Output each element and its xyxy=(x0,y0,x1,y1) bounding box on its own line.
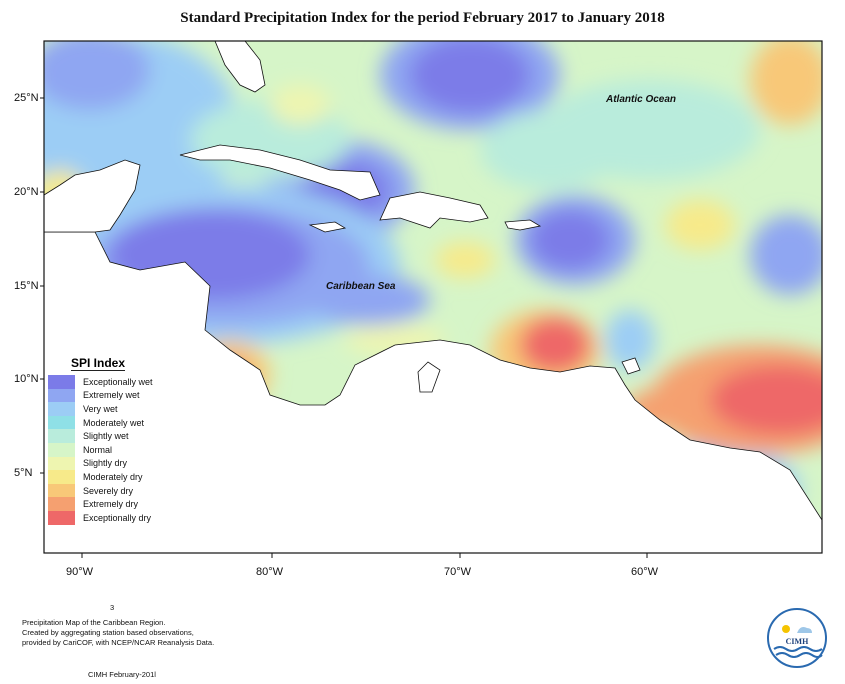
axis-ticks xyxy=(40,97,648,558)
page-number: 3 xyxy=(110,603,115,612)
legend-item: Normal xyxy=(48,442,168,457)
spi-legend: SPI Index Exceptionally wet Extremely wet… xyxy=(48,354,168,525)
legend-swatch xyxy=(48,388,75,403)
legend-item: Slightly dry xyxy=(48,456,168,471)
legend-item: Extremely dry xyxy=(48,497,168,511)
credit-text: CIMH February-201l xyxy=(88,670,156,679)
legend-swatch xyxy=(48,456,75,471)
legend-swatch xyxy=(48,375,75,389)
lat-label-25n: 25°N xyxy=(14,92,39,104)
legend-label: Normal xyxy=(83,444,113,455)
legend-item: Moderately wet xyxy=(48,415,168,430)
footer-line-3: provided by CariCOF, with NCEP/NCAR Rean… xyxy=(22,638,215,647)
legend-label: Severely dry xyxy=(83,485,134,496)
legend-label: Extremely dry xyxy=(83,499,139,510)
legend-swatch xyxy=(48,510,75,525)
lat-label-5n: 5°N xyxy=(14,467,33,479)
legend-label: Slightly dry xyxy=(83,458,128,469)
lat-label-10n: 10°N xyxy=(14,373,39,385)
legend-item: Slightly wet xyxy=(48,429,168,443)
legend-swatch xyxy=(48,415,75,430)
legend-swatch xyxy=(48,429,75,443)
cloud-icon xyxy=(797,627,812,633)
legend-label: Extremely wet xyxy=(83,390,140,401)
legend-label: Very wet xyxy=(83,403,118,414)
lon-label-70w: 70°W xyxy=(444,566,472,578)
footer-text: Precipitation Map of the Caribbean Regio… xyxy=(22,618,214,648)
logo-text: CIMH xyxy=(786,637,809,646)
atlantic-ocean-label: Atlantic Ocean xyxy=(606,94,677,105)
legend-label: Moderately wet xyxy=(83,417,145,428)
legend-swatch xyxy=(48,402,75,416)
legend-swatch xyxy=(48,442,75,457)
legend-swatch xyxy=(48,497,75,511)
footer-line-2: Created by aggregating station based obs… xyxy=(22,628,194,637)
legend-label: Exceptionally dry xyxy=(83,512,152,523)
legend-title: SPI Index xyxy=(71,356,126,371)
spi-field xyxy=(44,41,822,553)
lon-label-90w: 90°W xyxy=(66,566,94,578)
legend-label: Exceptionally wet xyxy=(83,376,153,387)
sun-icon xyxy=(782,625,790,633)
legend-item: Exceptionally wet xyxy=(48,375,168,389)
map-title: Standard Precipitation Index for the per… xyxy=(180,10,665,26)
lon-label-60w: 60°W xyxy=(631,566,659,578)
legend-label: Slightly wet xyxy=(83,431,129,442)
lon-label-80w: 80°W xyxy=(256,566,284,578)
legend-item: Very wet xyxy=(48,402,168,416)
footer-line-1: Precipitation Map of the Caribbean Regio… xyxy=(22,618,166,627)
legend-swatch xyxy=(48,483,75,498)
legend-swatch xyxy=(48,470,75,484)
caribbean-sea-label: Caribbean Sea xyxy=(326,281,396,292)
legend-item: Exceptionally dry xyxy=(48,510,168,525)
legend-label: Moderately dry xyxy=(83,471,143,482)
lat-label-20n: 20°N xyxy=(14,186,39,198)
legend-item: Moderately dry xyxy=(48,470,168,484)
lat-label-15n: 15°N xyxy=(14,280,39,292)
legend-item: Extremely wet xyxy=(48,388,168,403)
cimh-logo: CIMH xyxy=(767,608,827,668)
legend-item: Severely dry xyxy=(48,483,168,498)
land xyxy=(44,41,822,553)
